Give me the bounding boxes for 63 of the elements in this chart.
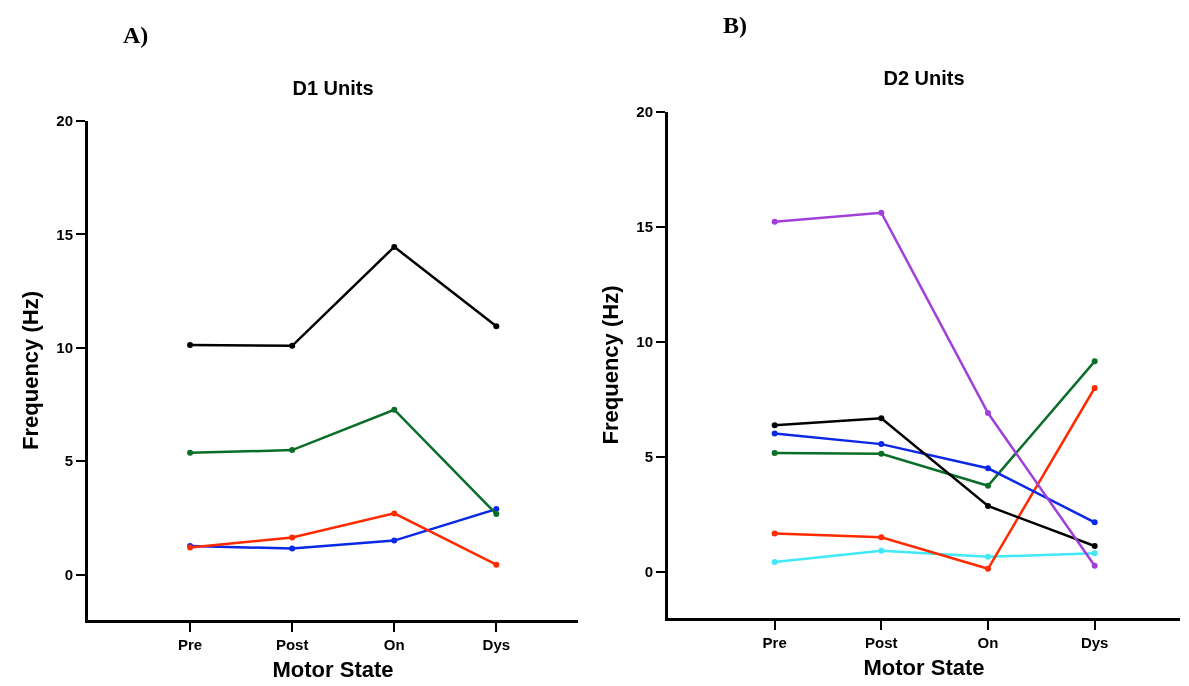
- x-tick-label: Pre: [177, 636, 203, 653]
- point: [289, 342, 296, 349]
- point: [771, 218, 778, 225]
- point: [985, 565, 991, 572]
- point: [289, 545, 296, 552]
- y-tick-label: 20: [636, 103, 653, 121]
- text: B): [723, 12, 747, 38]
- y-tick-label: 0: [64, 565, 73, 583]
- point: [985, 553, 991, 560]
- y-tick-label: 15: [56, 225, 73, 243]
- point: [1091, 550, 1098, 557]
- x-tick-label: Post: [275, 636, 309, 653]
- point: [985, 410, 991, 417]
- y-tick-label: 20: [56, 112, 73, 130]
- point: [1091, 385, 1098, 391]
- point: [187, 449, 194, 456]
- point: [289, 534, 296, 541]
- point: [878, 415, 885, 422]
- point: [1091, 358, 1098, 365]
- text: A): [123, 22, 149, 48]
- point: [878, 209, 885, 216]
- y-tick-label: 5: [64, 452, 73, 470]
- point: [1091, 543, 1098, 550]
- point: [771, 530, 778, 537]
- x-tick-label: Dys: [482, 636, 511, 653]
- point: [878, 450, 885, 457]
- point: [187, 342, 194, 349]
- point: [878, 441, 885, 448]
- point: [878, 534, 885, 541]
- y-tick-label: 0: [644, 563, 653, 581]
- x-tick-label: Post: [865, 634, 898, 651]
- y-axis-title: Frequency (Hz): [18, 291, 44, 450]
- chart-title: D2 Units: [883, 67, 965, 90]
- point: [985, 465, 991, 472]
- point: [985, 502, 991, 509]
- x-tick-label: On: [383, 636, 405, 653]
- point: [391, 537, 398, 544]
- x-axis-title: Motor State: [863, 654, 985, 680]
- point: [391, 406, 398, 413]
- y-tick-label: 10: [636, 333, 653, 351]
- point: [493, 323, 500, 330]
- point: [1091, 562, 1098, 569]
- x-tick-label: Dys: [1080, 634, 1109, 651]
- x-axis-title: Motor State: [272, 656, 394, 682]
- chart-title: D1 Units: [292, 76, 374, 99]
- point: [391, 243, 398, 250]
- y-tick-label: 5: [644, 448, 653, 466]
- point: [985, 482, 991, 489]
- y-tick-label: 10: [56, 339, 73, 357]
- x-tick-label: On: [977, 634, 999, 651]
- x-tick-label: Pre: [762, 634, 787, 651]
- point: [391, 510, 398, 517]
- point: [493, 561, 500, 568]
- point: [289, 447, 296, 454]
- y-axis-title: Frequency (Hz): [598, 285, 624, 445]
- point: [878, 547, 885, 554]
- point: [771, 559, 778, 566]
- point: [771, 430, 778, 437]
- point: [771, 450, 778, 457]
- point: [493, 511, 500, 518]
- y-tick-label: 15: [636, 218, 653, 236]
- point: [771, 422, 778, 429]
- point: [1091, 519, 1098, 526]
